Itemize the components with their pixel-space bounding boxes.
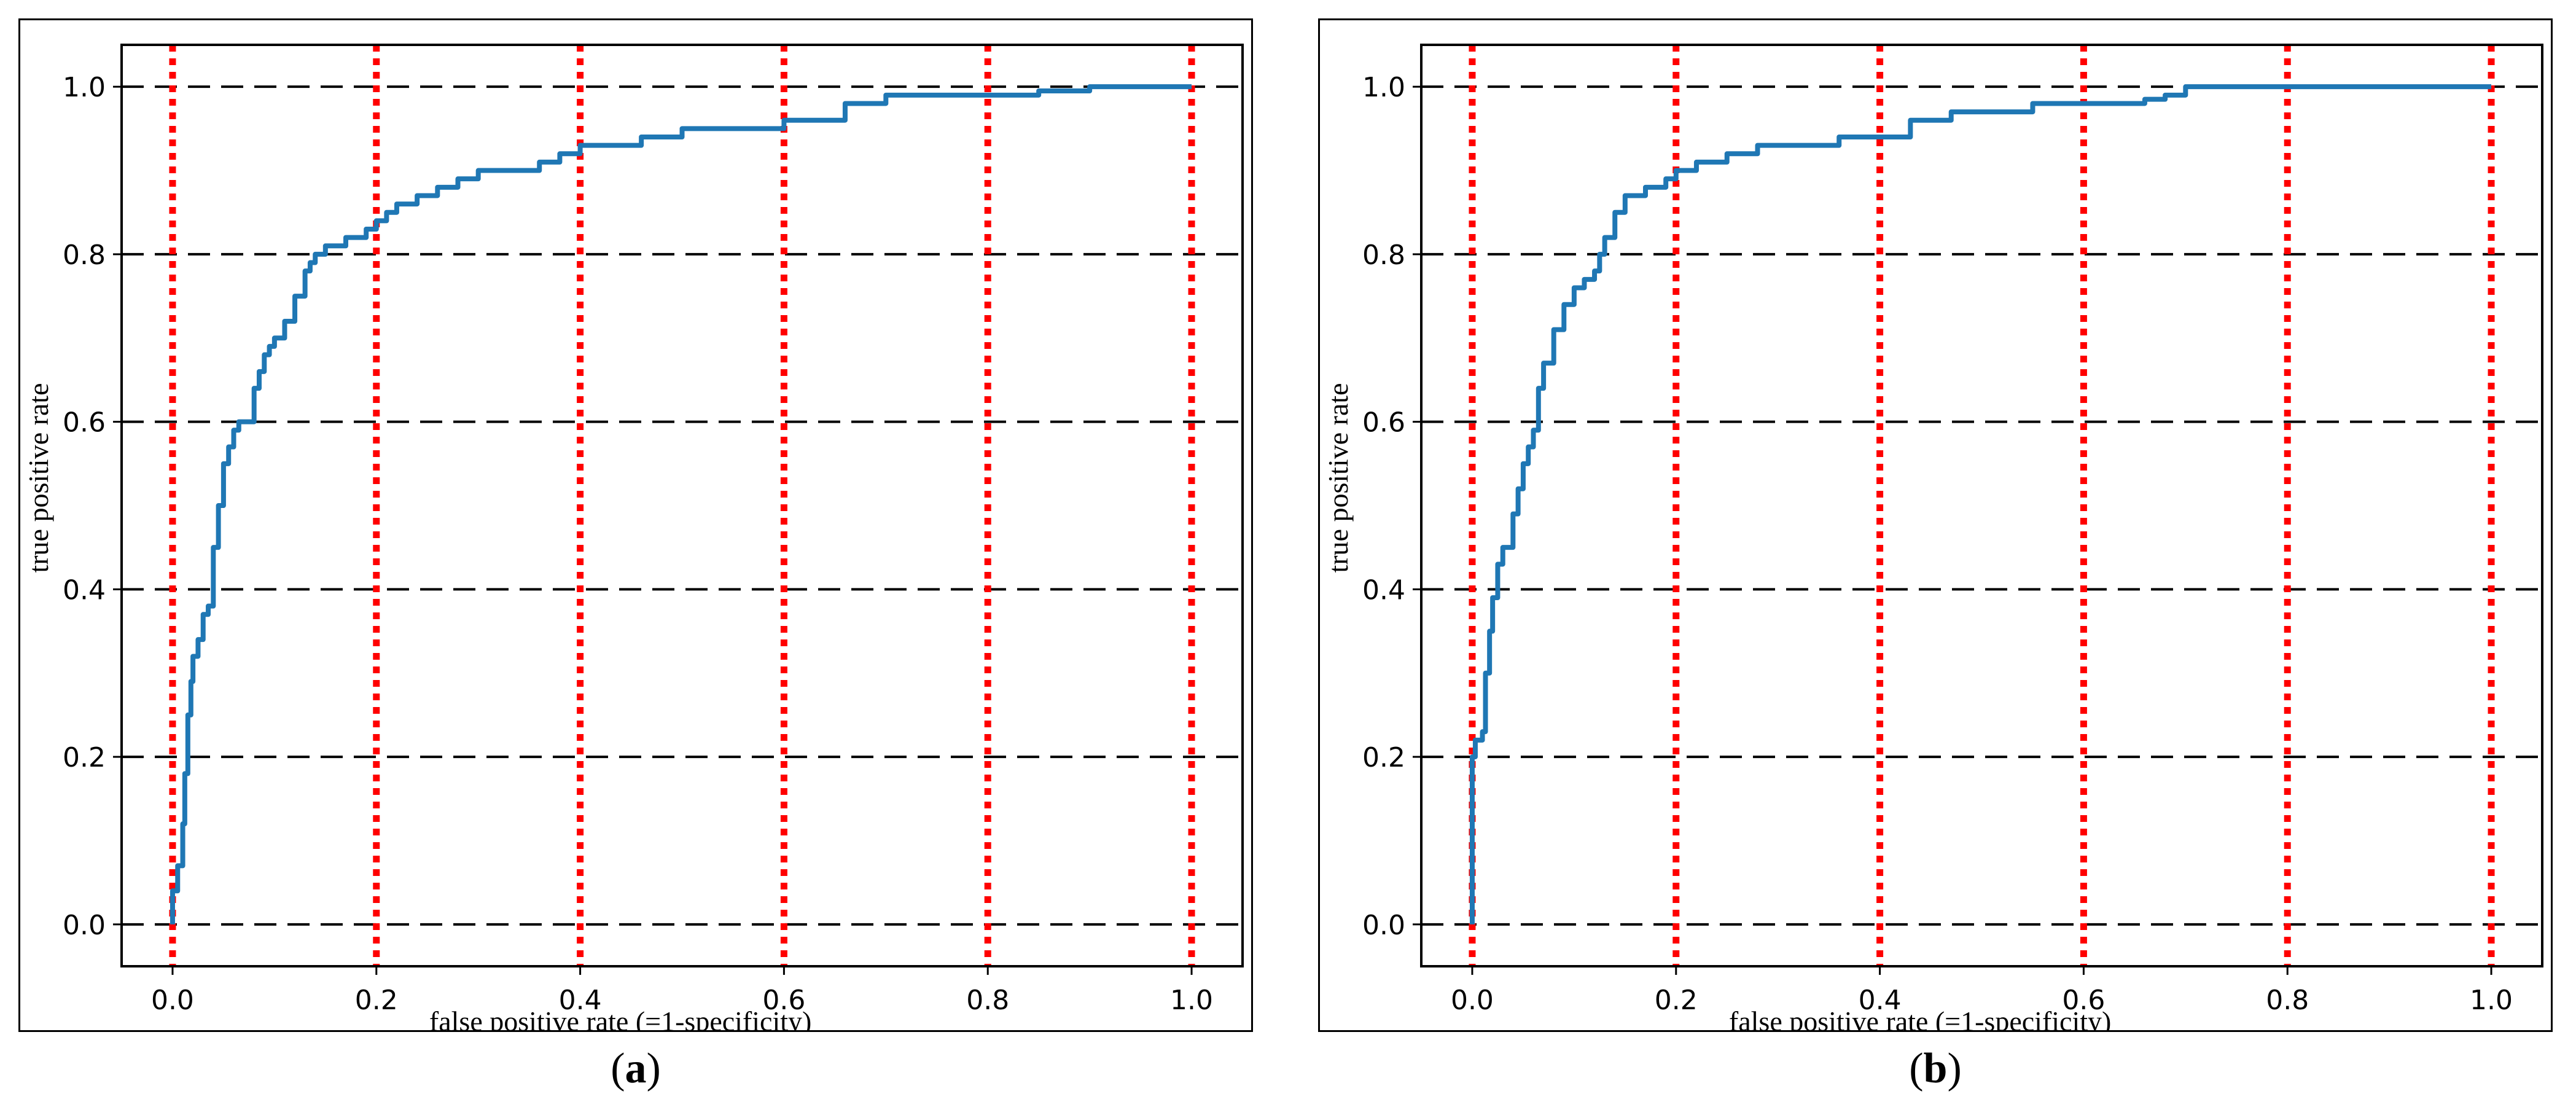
roc-chart-b: 0.0 0.2 0.4 0.6 0.8 1.0 0.0 0.2 0.4 0.6 0.8 1.0 fals… xyxy=(1322,44,2543,1030)
x-tick-label: 1.0 xyxy=(1170,985,1213,1016)
y-tick-label: 0.8 xyxy=(1362,240,1405,271)
panel-label-a: (a) xyxy=(574,1044,697,1093)
x-tick-label: 1.0 xyxy=(2470,985,2513,1016)
x-tick-label: 0.4 xyxy=(559,985,602,1016)
panel-label-b: (b) xyxy=(1874,1044,1997,1093)
panel-a-frame: 0.0 0.2 0.4 0.6 0.8 1.0 0.0 0.2 0.4 0.6 0.8 1.0 fals… xyxy=(18,18,1253,1032)
x-tick-label: 0.2 xyxy=(1655,985,1698,1016)
panel-label-b-open: ( xyxy=(1909,1045,1924,1092)
y-tick-label: 1.0 xyxy=(1362,72,1405,103)
y-tick-label: 0.0 xyxy=(63,910,106,941)
panel-label-a-close: ) xyxy=(646,1045,661,1092)
panel-label-a-letter: a xyxy=(625,1045,647,1092)
x-tick-label: 0.4 xyxy=(1859,985,1902,1016)
roc-curve xyxy=(1469,84,2492,924)
x-tick-label: 0.8 xyxy=(2266,985,2309,1016)
y-tick-label: 0.6 xyxy=(1362,407,1405,439)
plot-frame xyxy=(120,44,1244,967)
x-tick-label: 0.2 xyxy=(355,985,398,1016)
panel-label-b-letter: b xyxy=(1923,1045,1948,1092)
plot-frame xyxy=(1420,44,2543,967)
x-tick-label: 0.8 xyxy=(966,985,1009,1016)
y-tick-label: 0.6 xyxy=(63,407,106,439)
y-tick-label: 1.0 xyxy=(63,72,106,103)
x-tick-label: 0.0 xyxy=(1451,985,1494,1016)
panel-label-a-open: ( xyxy=(611,1045,625,1092)
y-tick-label: 0.8 xyxy=(63,240,106,271)
x-tick-label: 0.6 xyxy=(2062,985,2105,1016)
y-axis-title: true positive rate xyxy=(1322,383,1354,573)
panel-label-b-close: ) xyxy=(1947,1045,1962,1092)
y-tick-label: 0.4 xyxy=(63,574,106,606)
y-tick-label: 0.2 xyxy=(63,742,106,773)
panel-b-frame: 0.0 0.2 0.4 0.6 0.8 1.0 0.0 0.2 0.4 0.6 0.8 1.0 fals… xyxy=(1318,18,2553,1032)
y-tick-label: 0.4 xyxy=(1362,574,1405,606)
x-axis-title: false positive rate (=1-specificity) xyxy=(1729,1006,2111,1030)
y-axis-title: true positive rate xyxy=(23,383,54,573)
x-tick-label: 0.6 xyxy=(762,985,805,1016)
x-tick-label: 0.0 xyxy=(151,985,194,1016)
x-axis-title: false positive rate (=1-specificity) xyxy=(429,1006,811,1030)
roc-chart-a: 0.0 0.2 0.4 0.6 0.8 1.0 0.0 0.2 0.4 0.6 0.8 1.0 fals… xyxy=(23,44,1244,1030)
y-tick-label: 0.2 xyxy=(1362,742,1405,773)
y-tick-label: 0.0 xyxy=(1362,910,1405,941)
roc-curve xyxy=(170,84,1192,924)
